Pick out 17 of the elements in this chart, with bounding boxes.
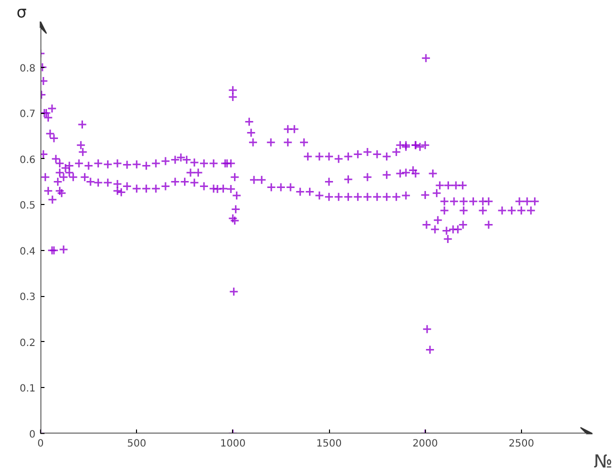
y-tick-label: 0.7 bbox=[20, 109, 36, 120]
x-tick-label: 0 bbox=[37, 438, 44, 450]
y-tick-label: 0.4 bbox=[20, 246, 36, 258]
y-tick-label: 0.6 bbox=[20, 154, 36, 166]
x-axis-title: № bbox=[594, 452, 613, 472]
y-tick-label: 0.8 bbox=[20, 63, 36, 74]
x-tick-label: 1500 bbox=[316, 438, 342, 450]
x-tick-label: 500 bbox=[127, 438, 146, 450]
y-tick-label: 0.3 bbox=[20, 292, 36, 304]
y-tick-label: 0.1 bbox=[20, 384, 36, 395]
y-tick-label: 0.5 bbox=[20, 200, 36, 212]
x-tick-label: 2500 bbox=[508, 438, 534, 450]
y-tick-label: 0.2 bbox=[20, 338, 36, 349]
y-tick-label: 0 bbox=[29, 430, 36, 440]
x-tick-label: 2000 bbox=[412, 438, 438, 450]
y-axis-title: σ bbox=[16, 2, 27, 22]
x-tick-label: 1000 bbox=[220, 438, 246, 450]
